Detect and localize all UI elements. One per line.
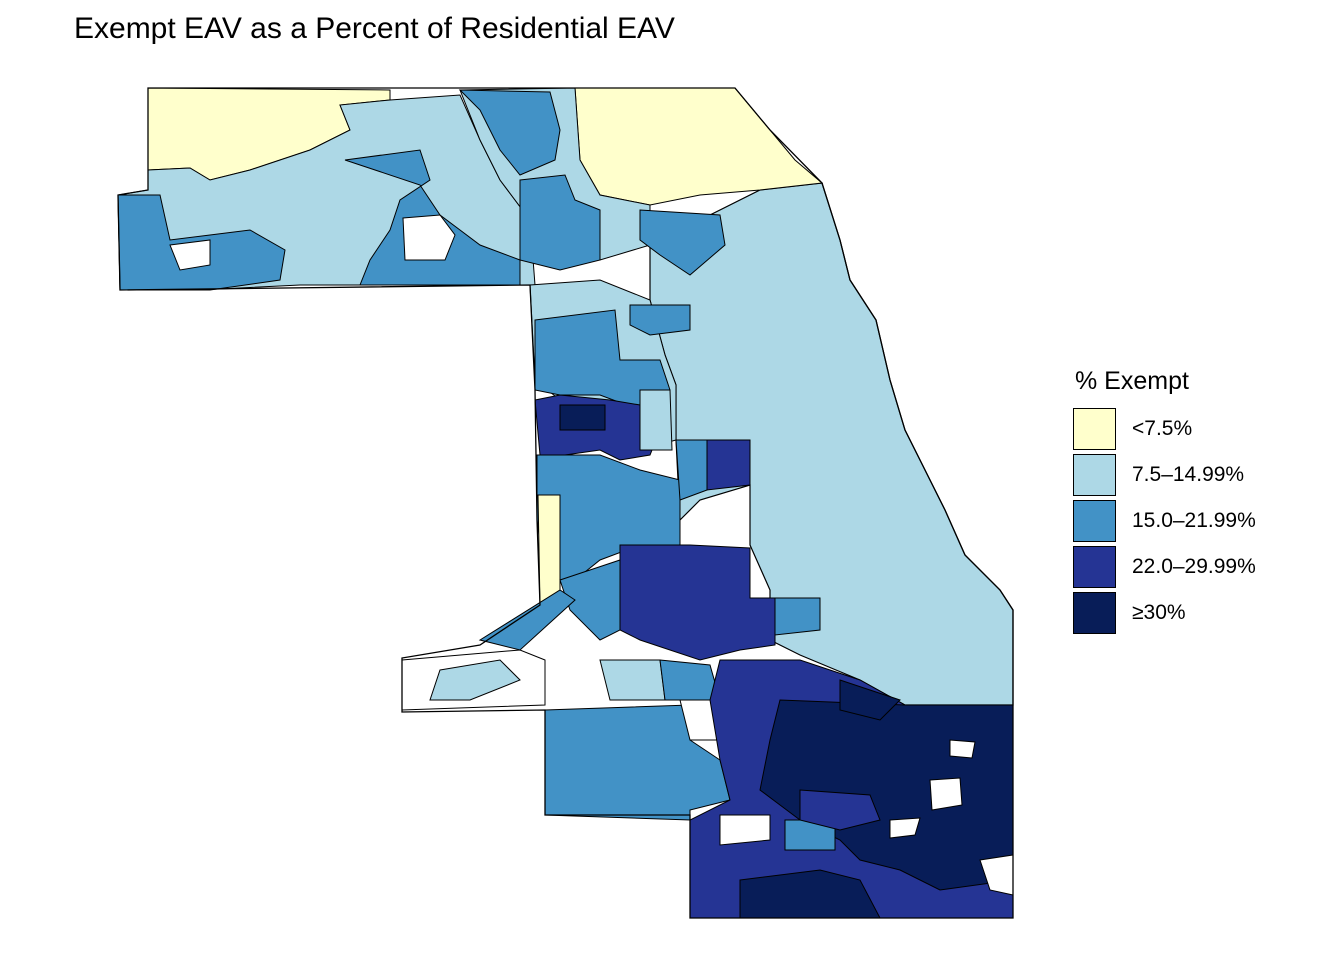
legend-swatch [1073, 500, 1116, 542]
legend-item: 15.0–21.99% [1073, 498, 1256, 544]
legend-label: 7.5–14.99% [1132, 463, 1245, 486]
region-se-white-2 [929, 777, 963, 811]
region-ne-yellow [574, 87, 824, 206]
region-sc-dark-1 [619, 544, 776, 661]
region-n-mid-3 [519, 174, 601, 271]
legend-swatch [1073, 592, 1116, 634]
legend-swatch [1073, 408, 1116, 450]
legend-item: 7.5–14.99% [1073, 452, 1256, 498]
region-nodata-1 [402, 214, 456, 261]
legend-item: ≥30% [1073, 590, 1256, 636]
region-se-white-5 [949, 739, 976, 759]
region-sw-branch [478, 589, 576, 651]
legend: % Exempt <7.5% 7.5–14.99% 15.0–21.99% 22… [1073, 367, 1256, 636]
region-central-darkest [559, 404, 606, 431]
region-central-dark-2 [706, 439, 751, 491]
region-se-darkest-2 [739, 869, 881, 919]
region-se-white-1 [719, 814, 771, 846]
region-central-mid-2 [629, 304, 691, 336]
region-central-lb-2 [639, 389, 673, 451]
region-se-darkest-3 [839, 679, 901, 721]
legend-item: 22.0–29.99% [1073, 544, 1256, 590]
legend-label: <7.5% [1132, 417, 1193, 440]
region-group-southeast [689, 659, 1014, 919]
region-n-mid-5 [639, 209, 726, 276]
region-group-south-central [478, 544, 821, 701]
region-n-mid-4 [458, 89, 561, 176]
legend-title: % Exempt [1075, 367, 1189, 395]
region-sw-lb [429, 659, 521, 701]
region-group-northwest [117, 87, 824, 291]
region-sc-mid-1 [774, 597, 821, 636]
region-central-mid-4 [675, 439, 708, 501]
region-nodata-west [169, 239, 211, 271]
region-sc-lb-1 [599, 659, 666, 701]
legend-label: 22.0–29.99% [1132, 555, 1256, 578]
legend-swatch [1073, 546, 1116, 588]
legend-label: 15.0–21.99% [1132, 509, 1256, 532]
county-boundary [117, 87, 1014, 919]
legend-swatch [1073, 454, 1116, 496]
region-group-southwest [401, 649, 731, 821]
legend-label: ≥30% [1132, 601, 1186, 624]
region-group-central [529, 279, 751, 606]
legend-item: <7.5% [1073, 406, 1256, 452]
map-title: Exempt EAV as a Percent of Residential E… [74, 12, 675, 45]
region-central-yellow [537, 494, 561, 606]
region-se-dark-inner [799, 789, 881, 831]
region-se-white-4 [889, 817, 921, 839]
